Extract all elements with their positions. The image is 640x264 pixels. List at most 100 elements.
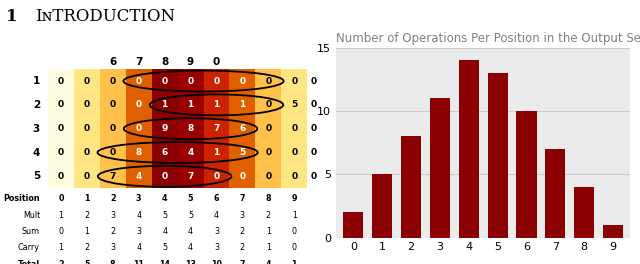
Text: 5: 5 [33,171,40,181]
FancyBboxPatch shape [282,164,307,188]
Text: 4: 4 [214,211,219,220]
Text: 4: 4 [136,243,141,252]
Text: 0: 0 [109,100,116,109]
Text: 0: 0 [58,172,64,181]
Text: 4: 4 [136,211,141,220]
Bar [459,60,479,238]
Text: 4: 4 [266,260,271,264]
Text: 0: 0 [84,124,90,133]
Text: 3: 3 [240,211,245,220]
Text: 0: 0 [58,227,63,236]
Text: 4: 4 [162,194,168,203]
Text: 2: 2 [266,211,271,220]
FancyBboxPatch shape [48,117,74,141]
Text: 0: 0 [291,172,298,181]
Text: Position: Position [3,194,40,203]
Text: IɴTRODUCTION: IɴTRODUCTION [35,8,175,25]
Text: 6: 6 [109,57,116,67]
Text: 0: 0 [213,57,220,67]
Text: 0: 0 [58,100,64,109]
Text: 0: 0 [310,124,317,133]
FancyBboxPatch shape [282,93,307,117]
Text: 4: 4 [188,227,193,236]
FancyBboxPatch shape [74,141,100,164]
Text: 1: 1 [213,100,220,109]
FancyBboxPatch shape [230,141,255,164]
FancyBboxPatch shape [230,164,255,188]
Text: 0: 0 [84,77,90,86]
Text: 0: 0 [310,172,317,181]
Text: 0: 0 [136,100,142,109]
Text: 3: 3 [110,243,115,252]
FancyBboxPatch shape [100,117,126,141]
FancyBboxPatch shape [255,93,282,117]
Text: 4: 4 [33,148,40,158]
FancyBboxPatch shape [100,141,126,164]
Text: 5: 5 [291,100,298,109]
Text: 6: 6 [161,148,168,157]
Bar [603,225,623,238]
Text: 7: 7 [239,194,245,203]
Text: 4: 4 [188,148,194,157]
Text: 4: 4 [162,227,167,236]
FancyBboxPatch shape [125,141,152,164]
Text: 0: 0 [310,148,317,157]
Text: 1: 1 [188,100,194,109]
FancyBboxPatch shape [255,141,282,164]
FancyBboxPatch shape [204,141,230,164]
Text: 0: 0 [265,172,271,181]
Text: 8: 8 [188,124,194,133]
Text: 5: 5 [188,194,193,203]
Text: 0: 0 [84,148,90,157]
Text: 0: 0 [265,124,271,133]
FancyBboxPatch shape [48,93,74,117]
Text: 5: 5 [84,260,90,264]
Text: 3: 3 [136,227,141,236]
Text: 0: 0 [265,77,271,86]
Text: 0: 0 [58,77,64,86]
Text: 9: 9 [291,194,297,203]
Bar [372,174,392,238]
Text: 0: 0 [161,77,168,86]
Text: 5: 5 [239,148,246,157]
FancyBboxPatch shape [178,69,204,93]
Text: 1: 1 [84,194,90,203]
Text: 0: 0 [213,172,220,181]
FancyBboxPatch shape [152,141,178,164]
Text: 8: 8 [266,194,271,203]
FancyBboxPatch shape [48,141,74,164]
FancyBboxPatch shape [255,117,282,141]
Text: 1: 1 [266,227,271,236]
FancyBboxPatch shape [152,93,178,117]
FancyBboxPatch shape [204,117,230,141]
FancyBboxPatch shape [125,164,152,188]
Bar [516,111,536,238]
Text: 0: 0 [239,172,246,181]
Text: 1: 1 [58,211,63,220]
FancyBboxPatch shape [230,93,255,117]
Text: 1: 1 [213,148,220,157]
Text: 0: 0 [58,194,64,203]
FancyBboxPatch shape [48,69,74,93]
Text: 0: 0 [291,124,298,133]
Bar [343,212,364,238]
Text: 1: 1 [266,243,271,252]
Text: 7: 7 [239,260,245,264]
Text: 3: 3 [33,124,40,134]
Text: 0: 0 [239,77,246,86]
FancyBboxPatch shape [48,164,74,188]
Text: 6: 6 [239,124,246,133]
Text: 0: 0 [84,172,90,181]
Text: 0: 0 [265,148,271,157]
Text: 2: 2 [84,211,90,220]
FancyBboxPatch shape [255,69,282,93]
FancyBboxPatch shape [282,69,307,93]
Bar [430,98,450,238]
Text: 0: 0 [292,243,297,252]
FancyBboxPatch shape [100,69,126,93]
Text: 7: 7 [109,172,116,181]
Text: 0: 0 [291,77,298,86]
Text: 14: 14 [159,260,170,264]
FancyBboxPatch shape [125,69,152,93]
Text: 1: 1 [84,227,90,236]
